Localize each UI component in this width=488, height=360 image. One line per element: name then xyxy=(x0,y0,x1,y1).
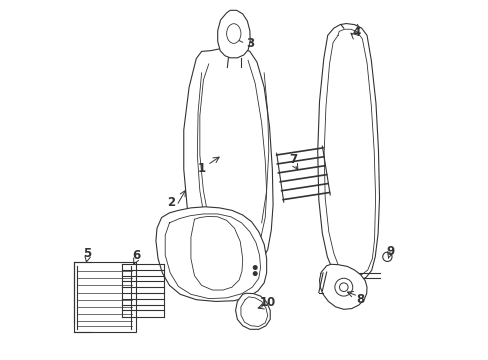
Circle shape xyxy=(253,272,257,275)
Circle shape xyxy=(334,278,352,296)
Polygon shape xyxy=(183,48,272,276)
Circle shape xyxy=(253,266,257,269)
Polygon shape xyxy=(74,262,136,332)
Text: 7: 7 xyxy=(289,153,297,166)
Text: 10: 10 xyxy=(259,296,275,309)
Text: 5: 5 xyxy=(83,247,91,260)
Text: 8: 8 xyxy=(356,293,364,306)
Polygon shape xyxy=(156,207,266,301)
Text: 4: 4 xyxy=(352,26,361,39)
Text: 3: 3 xyxy=(245,37,254,50)
Circle shape xyxy=(382,252,391,261)
Text: 1: 1 xyxy=(197,162,205,175)
Circle shape xyxy=(339,283,347,292)
Polygon shape xyxy=(317,23,379,281)
Polygon shape xyxy=(319,264,366,309)
Text: 6: 6 xyxy=(132,249,141,262)
Text: 2: 2 xyxy=(167,195,175,209)
Ellipse shape xyxy=(226,24,241,43)
Polygon shape xyxy=(217,10,250,58)
Text: 9: 9 xyxy=(386,245,393,258)
Polygon shape xyxy=(235,293,270,329)
